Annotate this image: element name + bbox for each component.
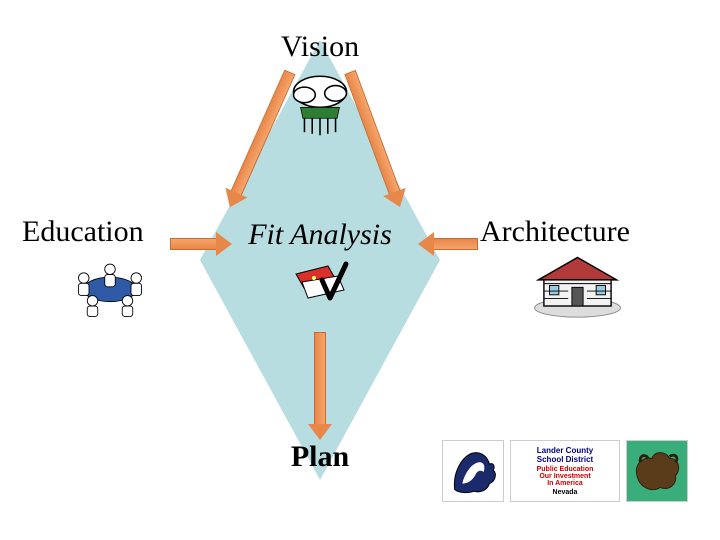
architecture-building-icon	[530, 250, 625, 320]
plan-label: Plan	[291, 440, 349, 474]
lander-line5: In America	[547, 480, 583, 487]
arrow-architecture	[418, 232, 478, 256]
vision-label: Vision	[281, 30, 359, 64]
fit-analysis-check-icon	[292, 258, 352, 308]
arrow-education	[170, 232, 232, 256]
lander-line3: Public Education	[537, 466, 594, 473]
diagram-stage: Vision Education Fit Analysis Architectu…	[0, 0, 720, 540]
arrow-plan	[308, 332, 332, 440]
architecture-label: Architecture	[480, 215, 630, 249]
lander-line4: Our Investment	[539, 473, 590, 480]
fit-analysis-label: Fit Analysis	[248, 218, 392, 252]
education-people-icon	[65, 250, 155, 320]
lander-county-logo: Lander County School District Public Edu…	[510, 440, 620, 502]
lander-line6: Nevada	[553, 489, 578, 496]
education-label: Education	[22, 215, 144, 249]
lander-line1: Lander County	[537, 446, 593, 455]
lander-line2: School District	[537, 455, 593, 464]
bull-logo-icon	[626, 440, 688, 502]
horse-logo-icon	[442, 440, 504, 502]
